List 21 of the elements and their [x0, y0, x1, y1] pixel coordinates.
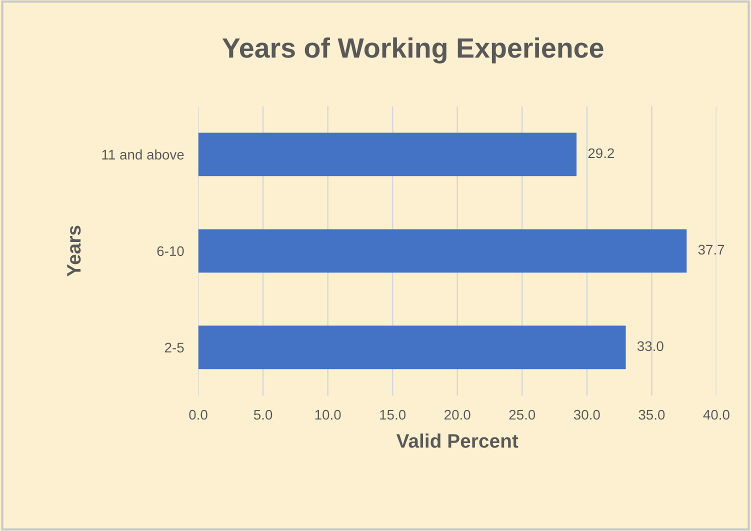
x-tick-label: 0.0 — [189, 410, 208, 420]
x-tick-label: 30.0 — [574, 410, 600, 420]
data-label: 33.0 — [637, 341, 664, 352]
bar — [198, 326, 626, 370]
x-tick-label: 25.0 — [509, 410, 536, 420]
y-tick-label: 11 and above — [102, 149, 184, 160]
y-axis-title: Years — [67, 226, 81, 277]
y-tick-label: 6-10 — [157, 246, 184, 256]
bar — [198, 229, 687, 273]
x-tick-label: 35.0 — [638, 410, 665, 420]
bar — [198, 132, 577, 176]
x-tick-label: 15.0 — [380, 410, 406, 420]
x-axis-title: Valid Percent — [396, 434, 518, 448]
x-tick-label: 5.0 — [254, 410, 272, 420]
y-tick-label: 2-5 — [165, 342, 184, 353]
chart-title: Years of Working Experience — [222, 37, 604, 64]
x-tick-label: 40.0 — [703, 410, 730, 420]
x-tick-label: 10.0 — [315, 410, 341, 420]
data-label: 37.7 — [698, 244, 724, 255]
data-label: 29.2 — [588, 148, 614, 158]
x-tick-label: 20.0 — [444, 410, 470, 420]
